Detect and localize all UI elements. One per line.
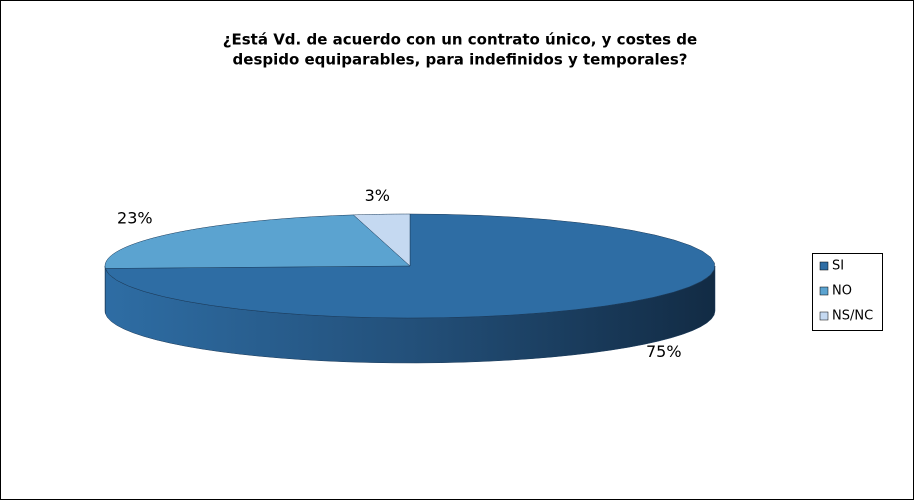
data-label: 75% [646,342,682,361]
legend-swatch [819,261,829,271]
data-label: 3% [365,186,390,205]
legend-label: NO [832,284,852,299]
legend-label: NS/NC [832,309,873,324]
legend-label: SI [832,259,844,274]
slice-top [352,213,411,267]
chart-title: ¿Está Vd. de acuerdo con un contrato úni… [223,31,697,49]
chart-title: despido equiparables, para indefinidos y… [233,51,688,69]
data-label: 23% [117,208,153,227]
legend-swatch [819,311,829,321]
legend-swatch [819,286,829,296]
slice-top [104,213,715,319]
slice-top [104,214,411,269]
